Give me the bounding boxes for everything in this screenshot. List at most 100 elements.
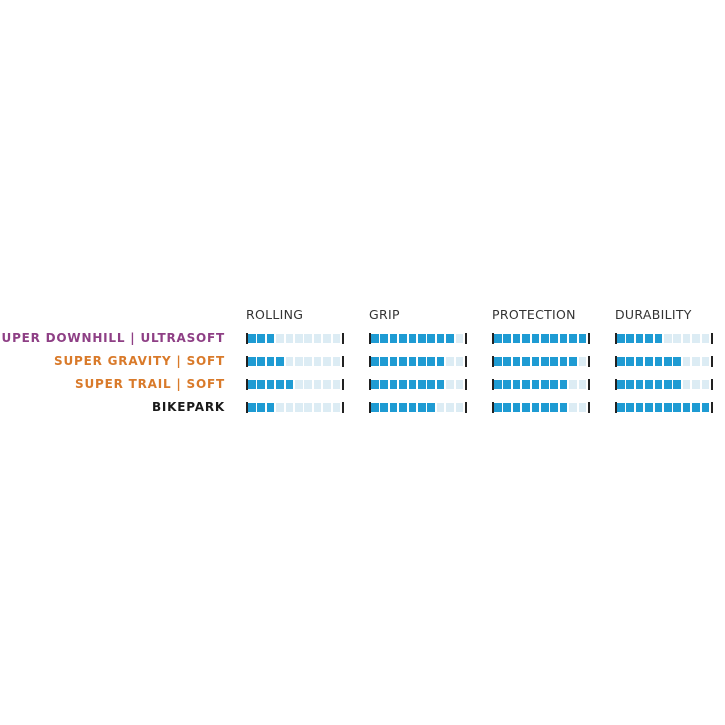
rating-segment-filled bbox=[635, 356, 644, 366]
bar-start-tick bbox=[492, 401, 494, 413]
rating-segment-filled bbox=[257, 333, 265, 343]
rating-segment-filled bbox=[540, 333, 549, 343]
rating-segment-filled bbox=[512, 379, 521, 389]
rating-segment-filled bbox=[635, 402, 644, 412]
rating-bar-durability bbox=[615, 378, 713, 390]
rating-segment-empty bbox=[323, 402, 331, 412]
rating-segment-filled bbox=[285, 379, 294, 389]
bar-end-tick bbox=[464, 355, 467, 367]
bar-start-tick bbox=[246, 332, 248, 344]
rating-segment-filled bbox=[512, 333, 521, 343]
bar-end-tick bbox=[587, 355, 590, 367]
rating-segment-empty bbox=[682, 379, 691, 389]
rating-segment-filled bbox=[380, 356, 388, 366]
rating-segment-empty bbox=[663, 333, 672, 343]
rating-bar-grip bbox=[369, 401, 467, 413]
rating-segment-filled bbox=[266, 356, 275, 366]
rating-bar-durability bbox=[615, 355, 713, 367]
rating-segment-filled bbox=[399, 379, 407, 389]
rating-segment-filled bbox=[663, 402, 672, 412]
rating-bar-grip bbox=[369, 332, 467, 344]
rating-segment-filled bbox=[503, 402, 511, 412]
rating-bar-rolling bbox=[246, 378, 344, 390]
rating-segment-filled bbox=[436, 379, 445, 389]
rating-segment-filled bbox=[427, 402, 435, 412]
rating-bar-grip bbox=[369, 355, 467, 367]
rating-segment-empty bbox=[304, 379, 312, 389]
rating-segment-empty bbox=[276, 333, 284, 343]
rating-segment-filled bbox=[266, 333, 275, 343]
rating-segment-empty bbox=[294, 379, 303, 389]
rating-segment-filled bbox=[550, 379, 558, 389]
rating-segment-filled bbox=[654, 402, 663, 412]
bar-start-tick bbox=[246, 401, 248, 413]
rating-segment-filled bbox=[626, 379, 634, 389]
rating-segment-filled bbox=[673, 379, 681, 389]
rating-segment-empty bbox=[692, 379, 700, 389]
rating-segment-filled bbox=[522, 356, 530, 366]
rating-segment-empty bbox=[313, 356, 322, 366]
rating-segment-filled bbox=[617, 379, 625, 389]
rating-segment-filled bbox=[569, 356, 577, 366]
rating-segment-empty bbox=[323, 333, 331, 343]
rating-segment-filled bbox=[408, 402, 417, 412]
rating-segment-filled bbox=[503, 356, 511, 366]
rating-segment-empty bbox=[332, 402, 341, 412]
rating-segment-filled bbox=[276, 379, 284, 389]
rating-segment-empty bbox=[446, 379, 454, 389]
rating-segment-empty bbox=[701, 356, 710, 366]
rating-segment-filled bbox=[248, 379, 256, 389]
rating-segment-filled bbox=[503, 379, 511, 389]
rating-segment-empty bbox=[569, 402, 577, 412]
rating-bar-grip bbox=[369, 378, 467, 390]
rating-segment-filled bbox=[503, 333, 511, 343]
rating-segment-filled bbox=[266, 379, 275, 389]
rating-segment-filled bbox=[626, 356, 634, 366]
rating-segment-empty bbox=[285, 356, 294, 366]
rating-segment-filled bbox=[531, 356, 540, 366]
rating-segment-filled bbox=[494, 333, 502, 343]
rating-bar-durability bbox=[615, 401, 713, 413]
rating-segment-filled bbox=[380, 379, 388, 389]
rating-segment-filled bbox=[701, 402, 710, 412]
bar-end-tick bbox=[587, 332, 590, 344]
rating-segment-empty bbox=[692, 356, 700, 366]
rating-segment-filled bbox=[248, 356, 256, 366]
bar-start-tick bbox=[615, 355, 617, 367]
rating-segment-empty bbox=[294, 402, 303, 412]
bar-end-tick bbox=[587, 401, 590, 413]
rating-segment-filled bbox=[380, 402, 388, 412]
rating-segment-filled bbox=[654, 356, 663, 366]
bar-start-tick bbox=[492, 378, 494, 390]
bar-start-tick bbox=[615, 401, 617, 413]
bar-start-tick bbox=[492, 355, 494, 367]
rating-segment-empty bbox=[455, 356, 464, 366]
rating-segment-filled bbox=[494, 402, 502, 412]
rating-segment-filled bbox=[371, 356, 379, 366]
rating-segment-filled bbox=[276, 356, 284, 366]
rating-segment-filled bbox=[645, 379, 653, 389]
rating-segment-filled bbox=[408, 356, 417, 366]
rating-segment-empty bbox=[276, 402, 284, 412]
bar-end-tick bbox=[710, 401, 713, 413]
rating-segment-empty bbox=[313, 402, 322, 412]
rating-segment-filled bbox=[248, 333, 256, 343]
rating-segment-filled bbox=[389, 402, 398, 412]
rating-segment-filled bbox=[417, 379, 426, 389]
rating-segment-filled bbox=[626, 402, 634, 412]
rating-segment-empty bbox=[701, 379, 710, 389]
rating-segment-empty bbox=[294, 356, 303, 366]
bar-start-tick bbox=[369, 355, 371, 367]
rating-segment-filled bbox=[626, 333, 634, 343]
rating-segment-filled bbox=[417, 402, 426, 412]
rating-segment-filled bbox=[635, 333, 644, 343]
rating-segment-empty bbox=[304, 402, 312, 412]
rating-segment-filled bbox=[408, 379, 417, 389]
bar-end-tick bbox=[710, 378, 713, 390]
rating-segment-filled bbox=[512, 356, 521, 366]
rating-segment-filled bbox=[617, 356, 625, 366]
rating-bar-protection bbox=[492, 378, 590, 390]
rating-bar-rolling bbox=[246, 332, 344, 344]
rating-segment-filled bbox=[427, 333, 435, 343]
bar-start-tick bbox=[246, 355, 248, 367]
